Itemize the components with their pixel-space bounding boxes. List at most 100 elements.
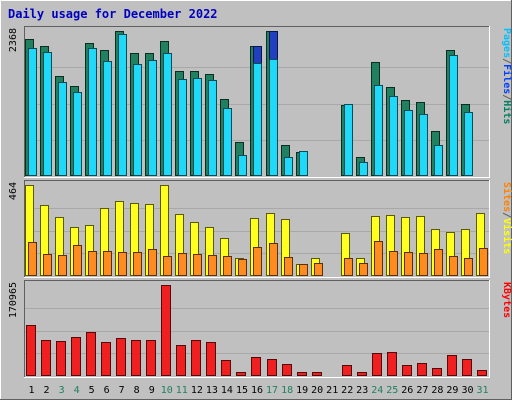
bar-pages <box>238 155 247 176</box>
legend: KBytes <box>501 282 512 318</box>
legend: Pages/Files/Hits <box>501 28 512 124</box>
bar-pages <box>449 55 458 176</box>
max-value-label: 2368 <box>8 28 19 52</box>
bar-pages <box>103 61 112 176</box>
x-tick-label: 23 <box>356 385 368 396</box>
bar-kbytes <box>417 363 427 376</box>
bar-sites <box>464 258 473 276</box>
x-tick-label: 9 <box>149 385 155 396</box>
bar-sites <box>193 254 202 276</box>
panel-visits: 464 Sites/Visits <box>8 180 512 278</box>
bar-kbytes <box>191 340 201 376</box>
x-tick-label: 14 <box>221 385 233 396</box>
bar-kbytes <box>372 353 382 376</box>
bar-pages <box>88 48 97 176</box>
bar-sites <box>88 251 97 276</box>
bar-kbytes <box>236 372 246 376</box>
bar-kbytes <box>71 337 81 376</box>
x-axis-labels: 1 2 3 4 5 6 7 8 9 10 11 12 13 14 15 16 17 18 19 20 21 22 23 24 2… <box>28 385 488 396</box>
bar-sites <box>269 243 278 276</box>
bar-sites <box>208 255 217 276</box>
bar-sites <box>359 263 368 276</box>
x-tick-label: 8 <box>134 385 140 396</box>
legend-item: Hits <box>501 100 512 124</box>
bar-pages <box>464 112 473 176</box>
bar-kbytes <box>56 341 66 376</box>
bar-kbytes <box>402 365 412 376</box>
bar-kbytes <box>432 368 442 376</box>
panel-hits: 2368 Pages/Files/Hits <box>8 26 512 178</box>
bar-pages <box>163 53 172 176</box>
x-tick-label: 6 <box>104 385 110 396</box>
legend-item: / <box>501 94 512 100</box>
bar-sites <box>389 251 398 276</box>
x-tick-label: 29 <box>446 385 458 396</box>
bar-kbytes <box>116 338 126 376</box>
bar-pages <box>193 78 202 176</box>
x-tick-label: 4 <box>74 385 80 396</box>
bar-kbytes <box>267 359 277 376</box>
bar-sites <box>284 257 293 276</box>
bar-pages <box>284 157 293 176</box>
bar-sites <box>58 255 67 276</box>
x-tick-label: 2 <box>43 385 49 396</box>
bar-kbytes <box>477 370 487 376</box>
bar-sites <box>163 256 172 276</box>
x-tick-label: 11 <box>176 385 188 396</box>
bar-sites <box>178 253 187 276</box>
x-tick-label: 26 <box>401 385 413 396</box>
x-tick-label: 15 <box>236 385 248 396</box>
bar-sites <box>238 259 247 276</box>
x-tick-label: 19 <box>296 385 308 396</box>
bar-kbytes <box>161 285 171 376</box>
x-tick-label: 13 <box>206 385 218 396</box>
bar-kbytes <box>206 342 216 376</box>
bar-kbytes <box>251 357 261 376</box>
bar-kbytes <box>342 365 352 376</box>
x-tick-label: 7 <box>119 385 125 396</box>
bar-kbytes <box>176 345 186 376</box>
bar-pages <box>389 96 398 176</box>
x-tick-label: 27 <box>416 385 428 396</box>
x-tick-label: 10 <box>161 385 173 396</box>
bar-sites <box>28 242 37 276</box>
x-tick-label: 3 <box>59 385 65 396</box>
x-tick-label: 5 <box>89 385 95 396</box>
bar-kbytes <box>41 340 51 376</box>
bar-pages <box>434 145 443 176</box>
bar-pages <box>253 63 262 176</box>
bar-pages <box>404 110 413 176</box>
bar-kbytes <box>462 359 472 376</box>
x-tick-label: 17 <box>266 385 278 396</box>
bar-pages <box>299 151 308 176</box>
bar-pages <box>28 48 37 176</box>
bar-pages <box>148 60 157 176</box>
x-tick-label: 21 <box>326 385 338 396</box>
bar-kbytes <box>447 355 457 376</box>
max-value-label: 464 <box>8 182 19 200</box>
bar-pages <box>178 79 187 176</box>
bar-pages <box>73 92 82 176</box>
bar-kbytes <box>26 325 36 376</box>
bar-sites <box>299 264 308 276</box>
bar-sites <box>314 263 323 276</box>
bar-kbytes <box>387 352 397 376</box>
panel-kbytes: 170965 KBytes <box>8 280 512 378</box>
bar-sites <box>73 245 82 276</box>
bar-sites <box>103 251 112 276</box>
legend-item: Pages <box>501 28 512 58</box>
bar-sites <box>479 248 488 276</box>
bar-pages <box>223 108 232 176</box>
legend-item: Visits <box>501 218 512 254</box>
bar-sites <box>43 254 52 276</box>
x-tick-label: 24 <box>371 385 383 396</box>
x-tick-label: 12 <box>191 385 203 396</box>
bar-sites <box>404 252 413 276</box>
legend-item: / <box>501 58 512 64</box>
bar-pages <box>269 59 278 176</box>
x-tick-label: 22 <box>341 385 353 396</box>
x-tick-label: 18 <box>281 385 293 396</box>
x-tick-label: 31 <box>476 385 488 396</box>
legend-item: Files <box>501 64 512 94</box>
